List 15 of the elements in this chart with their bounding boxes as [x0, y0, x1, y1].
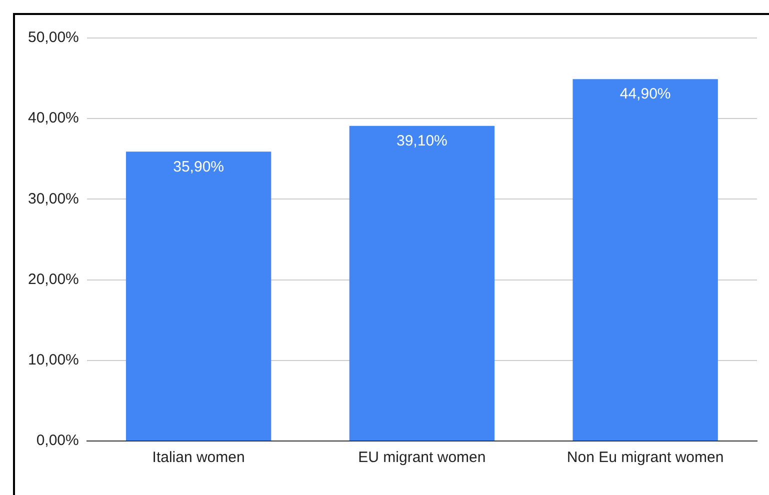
bar: [572, 79, 718, 440]
y-tick-label: 50,00%: [28, 29, 79, 46]
y-tick-label: 30,00%: [28, 190, 79, 208]
bar: [349, 126, 495, 440]
data-label: 35,90%: [173, 158, 224, 176]
y-tick-label: 0,00%: [36, 432, 79, 450]
x-tick-label: Non Eu migrant women: [566, 449, 724, 466]
x-tick-label: EU migrant women: [358, 449, 486, 466]
y-tick-label: 20,00%: [28, 270, 79, 288]
bar: [126, 152, 272, 440]
data-label: 44,90%: [620, 86, 671, 103]
data-label: 39,10%: [396, 132, 448, 150]
x-tick-label: Italian women: [152, 449, 245, 466]
y-tick-label: 10,00%: [28, 352, 79, 369]
y-tick-label: 40,00%: [28, 110, 79, 127]
